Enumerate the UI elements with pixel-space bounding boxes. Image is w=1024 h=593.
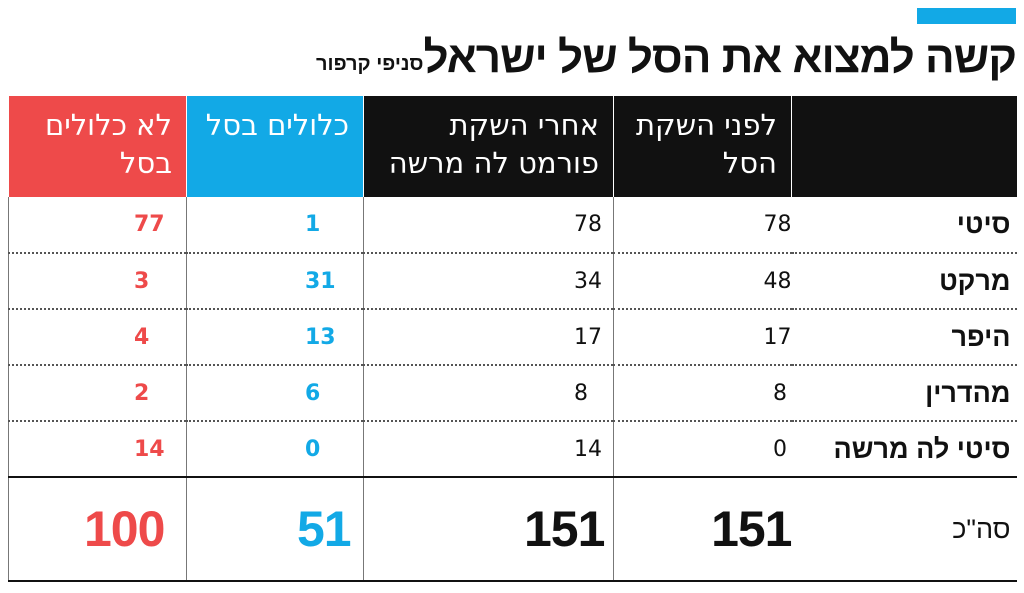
- cell-before: 48: [613, 253, 792, 310]
- cell-after: 17: [363, 309, 614, 366]
- cell-after: 14: [363, 421, 614, 478]
- cell-included: 31: [186, 253, 364, 310]
- table-row: מרקט 48 34 31 3: [8, 253, 1017, 310]
- cell-after: 78: [363, 197, 614, 254]
- table-row: סיטי לה מרשה 0 14 0 14: [8, 421, 1017, 478]
- header-included: כלולים בסל: [186, 96, 364, 197]
- row-label: מהדרין: [791, 365, 1017, 422]
- header-after-line2: פורמט לה מרשה: [388, 146, 599, 180]
- row-label: מרקט: [791, 253, 1017, 310]
- page-title: קשה למצוא את הסל של ישראל סניפי קרפור: [306, 26, 1017, 86]
- title-sub: סניפי קרפור: [316, 53, 424, 75]
- total-label: סה"כ: [791, 477, 1017, 582]
- cell-before: 8: [613, 365, 792, 422]
- table-row: היפר 17 17 13 4: [8, 309, 1017, 366]
- table-row: סיטי 78 78 1 77: [8, 197, 1017, 254]
- title-main: קשה למצוא את הסל של ישראל: [423, 33, 1017, 82]
- cell-excluded: 2: [8, 365, 187, 422]
- header-after-line1: אחרי השקת: [449, 108, 599, 142]
- header-excluded-line1: לא כלולים: [44, 108, 172, 142]
- cell-excluded: 4: [8, 309, 187, 366]
- cell-included: 6: [186, 365, 364, 422]
- cell-before: 78: [613, 197, 792, 254]
- cell-included: 13: [186, 309, 364, 366]
- total-after: 151: [363, 477, 614, 582]
- header-excluded: לא כלולים בסל: [8, 96, 187, 197]
- row-label: היפר: [791, 309, 1017, 366]
- cell-included: 1: [186, 197, 364, 254]
- cell-after: 34: [363, 253, 614, 310]
- header-before-line2: הסל: [722, 146, 777, 180]
- cell-included: 0: [186, 421, 364, 478]
- total-row: סה"כ 151 151 51 100: [8, 477, 1017, 582]
- header-empty-cell: [791, 96, 1017, 197]
- cell-before: 17: [613, 309, 792, 366]
- cell-before: 0: [613, 421, 792, 478]
- total-excluded: 100: [8, 477, 187, 582]
- cell-excluded: 3: [8, 253, 187, 310]
- cell-excluded: 77: [8, 197, 187, 254]
- cell-after: 8: [363, 365, 614, 422]
- header-after-launch: אחרי השקת פורמט לה מרשה: [363, 96, 614, 197]
- table-header-row: לפני השקת הסל אחרי השקת פורמט לה מרשה כל…: [8, 96, 1017, 197]
- header-before-line1: לפני השקת: [635, 108, 777, 142]
- stores-table: לפני השקת הסל אחרי השקת פורמט לה מרשה כל…: [8, 96, 1017, 582]
- header-before-launch: לפני השקת הסל: [613, 96, 792, 197]
- row-label: סיטי לה מרשה: [791, 421, 1017, 478]
- row-label: סיטי: [791, 197, 1017, 254]
- header-included-label: כלולים בסל: [205, 108, 349, 142]
- header-excluded-line2: בסל: [119, 146, 172, 180]
- total-included: 51: [186, 477, 364, 582]
- accent-bar: [917, 8, 1016, 24]
- cell-excluded: 14: [8, 421, 187, 478]
- table-row: מהדרין 8 8 6 2: [8, 365, 1017, 422]
- total-before: 151: [613, 477, 793, 582]
